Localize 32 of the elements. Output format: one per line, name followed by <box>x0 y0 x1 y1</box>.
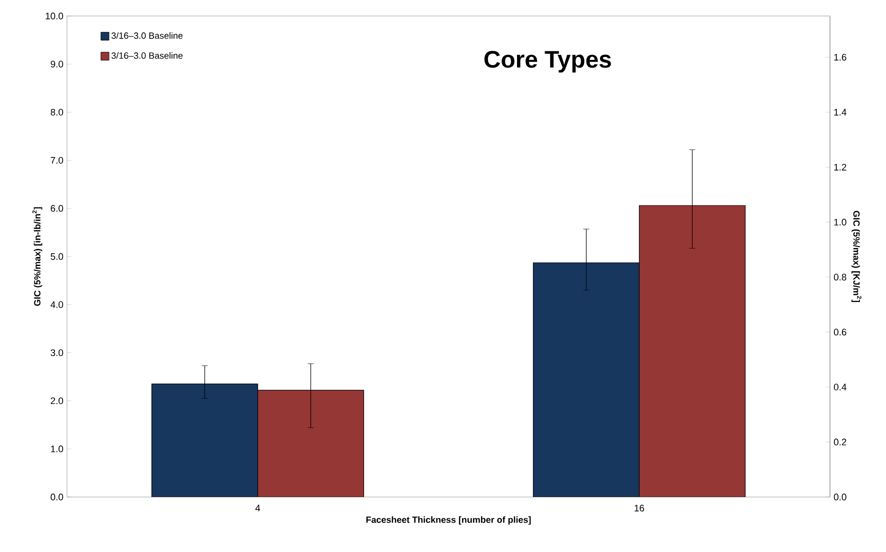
y-tick-label: 7.0 <box>50 156 64 164</box>
y-tick-label: 4.0 <box>50 301 64 308</box>
x-tick-label: 16 <box>634 504 644 512</box>
bar <box>257 390 364 497</box>
y-tick-label: 0.0 <box>50 494 64 500</box>
y-tick-label: 8.0 <box>50 108 64 116</box>
legend-label: 3/16–3.0 Baseline <box>112 32 183 39</box>
y-tick-label: 2.0 <box>50 397 64 404</box>
bar <box>638 205 746 497</box>
y-tick-label: 3.0 <box>50 349 64 356</box>
y-tick-label: 9.0 <box>50 60 64 68</box>
y2-axis-title: GIC (5%/max) [KJ/m$^{2}$] <box>852 210 862 302</box>
y2-tick-label: 1.4 <box>834 108 846 116</box>
x-axis-title: Facesheet Thickness [number of plies] <box>366 516 531 525</box>
y2-tick-label: 1.0 <box>834 218 846 226</box>
y2-tick-label: 0.6 <box>834 328 846 336</box>
bar <box>532 262 640 497</box>
y-tick-label: 10.0 <box>46 12 64 20</box>
y2-tick-label: 0.0 <box>834 494 846 500</box>
y-tick-label: 6.0 <box>50 205 64 212</box>
y-tick-label: 5.0 <box>50 253 64 260</box>
y-axis-title: GIC (5%/max) [in-lb/in$^{2}$] <box>32 207 42 306</box>
x-tick-label: 4 <box>255 504 260 512</box>
y2-tick-label: 1.6 <box>834 54 846 61</box>
y-tick-label: 1.0 <box>51 446 64 452</box>
y2-tick-label: 0.8 <box>834 274 846 280</box>
y2-tick-label: 0.2 <box>834 438 846 446</box>
bar <box>151 384 258 497</box>
y2-tick-label: 1.2 <box>834 164 846 170</box>
text: Core Types <box>484 50 611 73</box>
legend-label: 3/16–3.0 Baseline <box>112 52 183 59</box>
y2-tick-label: 0.4 <box>834 384 846 390</box>
